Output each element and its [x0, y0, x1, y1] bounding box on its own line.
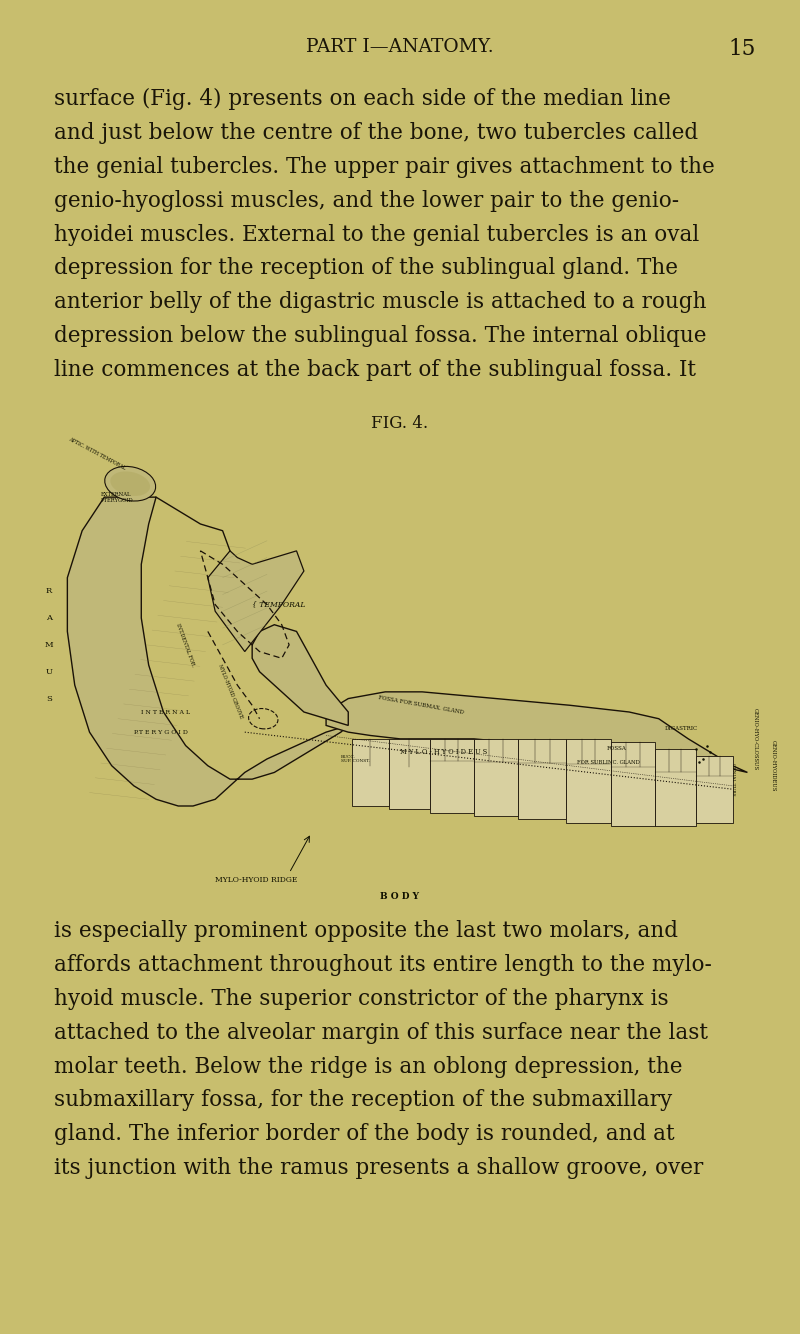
Text: genio-hyoglossi muscles, and the lower pair to the genio-: genio-hyoglossi muscles, and the lower p… — [54, 189, 679, 212]
Polygon shape — [326, 692, 747, 772]
Polygon shape — [352, 739, 389, 806]
Polygon shape — [252, 624, 348, 726]
Text: M Y L O - H Y O I D E U S: M Y L O - H Y O I D E U S — [400, 748, 487, 756]
Polygon shape — [430, 739, 474, 812]
Polygon shape — [566, 739, 610, 823]
Text: I N T E R N A L: I N T E R N A L — [142, 710, 190, 715]
Text: FOSSA: FOSSA — [607, 747, 627, 751]
Text: its junction with the ramus presents a shallow groove, over: its junction with the ramus presents a s… — [54, 1158, 703, 1179]
Text: GENIO-HYOIDEUS: GENIO-HYOIDEUS — [770, 740, 776, 791]
Text: FOSSA FOR SUBMAX. GLAND: FOSSA FOR SUBMAX. GLAND — [378, 695, 464, 715]
Text: DIGASTRIC: DIGASTRIC — [664, 726, 698, 731]
Polygon shape — [208, 551, 304, 651]
Text: P.T E R Y G O I D: P.T E R Y G O I D — [134, 730, 188, 735]
Text: M: M — [45, 640, 53, 648]
Text: MYLO-HYOID RIDGE: MYLO-HYOID RIDGE — [215, 876, 298, 884]
Text: submaxillary fossa, for the reception of the submaxillary: submaxillary fossa, for the reception of… — [54, 1090, 672, 1111]
Text: FOR SUBLINC. GLAND: FOR SUBLINC. GLAND — [578, 760, 640, 764]
Text: S: S — [46, 695, 52, 703]
Text: { TEMPORAL: { TEMPORAL — [252, 600, 306, 608]
Ellipse shape — [105, 467, 156, 502]
Text: FIG. 4.: FIG. 4. — [371, 415, 429, 432]
Text: and just below the centre of the bone, two tubercles called: and just below the centre of the bone, t… — [54, 121, 698, 144]
Polygon shape — [518, 739, 566, 819]
Text: surface (Fig. 4) presents on each side of the median line: surface (Fig. 4) presents on each side o… — [54, 88, 671, 111]
Text: MYLO-HYOID GROOVE: MYLO-HYOID GROOVE — [217, 664, 243, 720]
Polygon shape — [655, 748, 696, 826]
Text: U: U — [46, 668, 52, 676]
Text: EXTERNAL
PTERYGOID: EXTERNAL PTERYGOID — [101, 491, 134, 503]
Text: GENIAL TUBS: GENIAL TUBS — [730, 763, 734, 795]
Text: INT.DENTAL FOR.: INT.DENTAL FOR. — [175, 623, 196, 667]
Text: anterior belly of the digastric muscle is attached to a rough: anterior belly of the digastric muscle i… — [54, 291, 706, 313]
Polygon shape — [389, 739, 430, 810]
Text: molar teeth. Below the ridge is an oblong depression, the: molar teeth. Below the ridge is an oblon… — [54, 1055, 682, 1078]
Polygon shape — [610, 742, 655, 826]
Text: B O D Y: B O D Y — [381, 892, 419, 902]
Text: A: A — [46, 614, 52, 622]
Text: affords attachment throughout its entire length to the mylo-: affords attachment throughout its entire… — [54, 954, 712, 976]
Polygon shape — [67, 498, 348, 806]
Text: is especially prominent opposite the last two molars, and: is especially prominent opposite the las… — [54, 920, 678, 942]
Text: BUCC.
SUP. CONST.: BUCC. SUP. CONST. — [341, 755, 370, 763]
Polygon shape — [696, 755, 733, 823]
Text: R: R — [46, 587, 52, 595]
Text: APTIC. WITH TEMPORAL: APTIC. WITH TEMPORAL — [67, 436, 126, 471]
Text: hyoidei muscles. External to the genial tubercles is an oval: hyoidei muscles. External to the genial … — [54, 224, 699, 245]
Text: depression for the reception of the sublingual gland. The: depression for the reception of the subl… — [54, 257, 678, 280]
Text: 15: 15 — [729, 37, 756, 60]
Polygon shape — [474, 739, 518, 816]
Text: gland. The inferior border of the body is rounded, and at: gland. The inferior border of the body i… — [54, 1123, 674, 1146]
Text: line commences at the back part of the sublingual fossa. It: line commences at the back part of the s… — [54, 359, 696, 382]
Text: PART I—ANATOMY.: PART I—ANATOMY. — [306, 37, 494, 56]
Text: attached to the alveolar margin of this surface near the last: attached to the alveolar margin of this … — [54, 1022, 708, 1043]
Text: depression below the sublingual fossa. The internal oblique: depression below the sublingual fossa. T… — [54, 325, 706, 347]
Text: hyoid muscle. The superior constrictor of the pharynx is: hyoid muscle. The superior constrictor o… — [54, 987, 669, 1010]
Text: the genial tubercles. The upper pair gives attachment to the: the genial tubercles. The upper pair giv… — [54, 156, 714, 177]
Text: GENIO-HYO-CLOSSUS: GENIO-HYO-CLOSSUS — [752, 708, 758, 770]
Ellipse shape — [110, 471, 150, 496]
